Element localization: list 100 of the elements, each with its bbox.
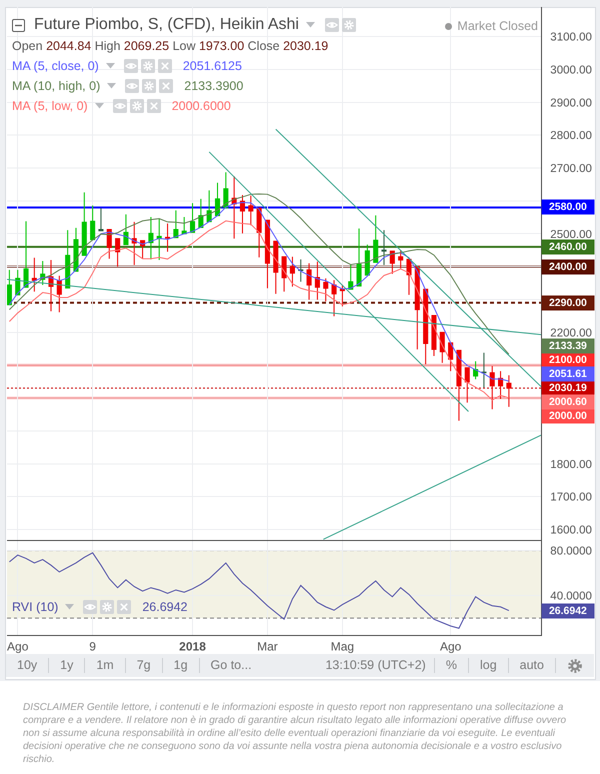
y-tick-label: 2500.00 [550, 228, 592, 241]
y-tick-label: 2800.00 [550, 130, 592, 142]
candlestick [340, 284, 345, 307]
candlestick [182, 216, 187, 234]
text: DISCLAIMER Gentile lettore, i contenuti e le informazioni esposte in questo report non rappresentano una sollecitazione a comprare e a vendere. Il relatore non è in grado di garantire alcun risultato legato alle informazioni operative diffuse ovvero non si assume alcuna responsabilità in ordine all’esito delle eventuali operazioni finanziarie da voi eseguite. Le eventuali decisioni operative che ne conseguono sono da voi assunte nella vostra piena autonomia decisionale e a vostro esclusivo rischio. [23, 701, 568, 766]
candlestick [65, 230, 70, 288]
text: Open 2044.84 High 2069.25 Low 1973.00 Close 2030.19 [12, 39, 328, 53]
x-tick-label: 2018 [179, 639, 206, 654]
candlestick [165, 223, 170, 252]
text: 1g [162, 658, 200, 673]
candlestick [356, 228, 362, 286]
y-tick-label: 3000.00 [550, 64, 592, 76]
candlestick [264, 220, 270, 289]
candlestick [132, 221, 137, 266]
candlestick [306, 262, 312, 300]
candlestick [190, 202, 196, 233]
text: 7g [126, 658, 163, 673]
ref-line-label: 2400.00 [548, 261, 588, 273]
candlestick [348, 264, 354, 290]
candlestick [390, 250, 395, 274]
text: 2133.39 [548, 340, 588, 352]
line-series [8, 552, 510, 629]
candlestick [314, 261, 320, 300]
candlestick [423, 288, 428, 366]
candlestick [248, 195, 254, 226]
candlestick [473, 360, 478, 380]
candlestick [273, 240, 278, 294]
line-series [8, 202, 510, 382]
candlestick [90, 204, 96, 240]
candlestick [448, 342, 454, 372]
candlestick [82, 192, 87, 256]
candlestick [123, 214, 128, 246]
x-tick-label: Ago [7, 639, 29, 654]
text: 2051.61 [548, 368, 588, 380]
candlestick [290, 256, 295, 288]
candlestick [323, 278, 328, 302]
ref-line-label: 2030.19 [548, 382, 588, 394]
text: 1y [49, 658, 86, 673]
text: 2000.60 [548, 396, 588, 408]
y-tick-label: 1700.00 [550, 492, 592, 504]
y-tick-label: 2900.00 [550, 97, 592, 110]
candlestick [240, 194, 246, 234]
candlestick [148, 216, 154, 260]
text: % [434, 658, 469, 673]
candlestick [381, 230, 387, 266]
candlestick [431, 315, 436, 356]
candlestick [490, 366, 495, 410]
candlestick [98, 208, 104, 232]
candlestick [298, 258, 304, 282]
annotation: 26.6942 [142, 600, 188, 614]
candlestick [106, 228, 112, 260]
annotation: 2000.6000 [172, 99, 231, 113]
candlestick [498, 370, 504, 400]
y-tick-label: 1800.00 [550, 458, 592, 471]
y-tick-label: 3100.00 [550, 32, 592, 44]
ref-line-label: 2580.00 [548, 201, 588, 213]
candlestick [23, 220, 29, 288]
candlestick [232, 176, 237, 240]
text: RVI (10) [12, 600, 58, 614]
ref-line-label: 2290.00 [548, 297, 588, 309]
x-tick-label: Mag [330, 639, 354, 654]
candlestick [7, 269, 12, 306]
ref-line-label: 2460.00 [548, 241, 588, 253]
text: log [468, 658, 509, 673]
y-tick-label: 80.0000 [550, 546, 592, 558]
candlestick [282, 256, 287, 292]
candlestick [256, 208, 262, 258]
ref-line-label: 2100.00 [548, 354, 588, 366]
candlestick [456, 350, 462, 422]
text: Go to... [210, 658, 253, 673]
candlestick [73, 227, 79, 272]
candlestick [223, 172, 228, 208]
candlestick [32, 257, 37, 292]
x-tick-label: Mar [257, 639, 278, 654]
text: MA (5, close, 0) [12, 59, 99, 73]
line-series [8, 193, 510, 355]
annotation: 2133.3900 [184, 79, 244, 93]
text: auto [508, 658, 556, 673]
x-tick-label: 9 [89, 639, 96, 654]
text: 26.6942 [548, 605, 588, 617]
y-tick-label: 2200.00 [550, 327, 592, 340]
candlestick [332, 280, 337, 317]
candlestick [56, 275, 62, 313]
annotation: 2051.6125 [182, 59, 242, 73]
candlestick [115, 238, 120, 268]
candlestick [481, 352, 486, 388]
text: 10y [6, 658, 50, 673]
x-tick-label: Ago [440, 639, 462, 654]
annotation: Market Closed [457, 19, 538, 33]
candlestick [414, 266, 420, 350]
text: 13:10:59 (UTC+2) [317, 658, 435, 673]
text: MA (10, high, 0) [12, 79, 100, 93]
candlestick [173, 210, 178, 238]
text: 1m [85, 658, 126, 673]
y-tick-label: 40.0000 [550, 590, 592, 603]
text: Future Piombo, S, (CFD), Heikin Ashi [34, 16, 299, 34]
candlestick [364, 244, 370, 276]
y-tick-label: 2700.00 [550, 163, 592, 176]
candlestick [398, 250, 404, 269]
candlestick [373, 214, 378, 263]
